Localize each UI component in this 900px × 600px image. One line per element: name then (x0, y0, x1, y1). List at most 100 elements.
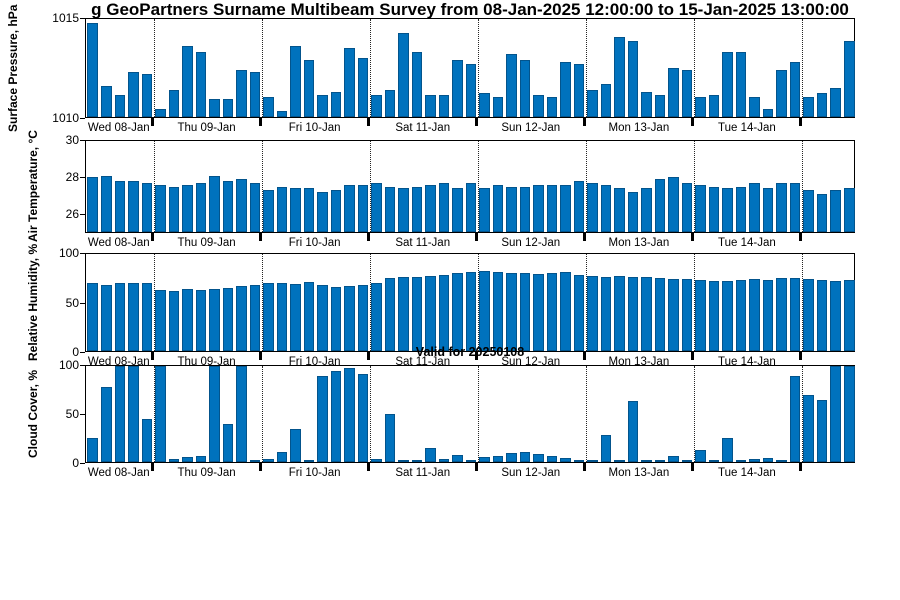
day-gridline (153, 141, 155, 232)
bar-cloud-cover (249, 460, 261, 462)
bar-surface-pressure (735, 52, 747, 117)
day-boundary-tick (475, 233, 479, 241)
day-boundary-tick (151, 233, 155, 241)
bar-relative-humidity (479, 271, 490, 351)
bar-air-temperature (600, 184, 612, 232)
bar-relative-humidity (276, 283, 288, 351)
day-boundary-tick (259, 463, 263, 471)
bar-surface-pressure (654, 95, 666, 117)
bar-air-temperature (843, 188, 855, 232)
bar-surface-pressure (263, 97, 274, 117)
bar-cloud-cover (600, 435, 612, 462)
day-gridline (369, 254, 371, 351)
bar-surface-pressure (209, 99, 220, 117)
day-gridline (693, 254, 695, 351)
bar-cloud-cover (762, 458, 774, 462)
bar-air-temperature (776, 182, 787, 232)
day-gridline (477, 366, 479, 462)
bar-air-temperature (371, 182, 382, 232)
bar-air-temperature (87, 177, 99, 232)
bar-relative-humidity (263, 283, 274, 351)
bar-cloud-cover (722, 438, 733, 462)
ytick-label: 50 (65, 295, 79, 310)
bar-surface-pressure (249, 71, 261, 117)
day-boundary-tick (691, 352, 695, 360)
day-gridline (585, 19, 587, 117)
bar-relative-humidity (722, 281, 733, 351)
xtick-label-day: Thu 09-Jan (177, 122, 236, 134)
bar-surface-pressure (195, 52, 207, 117)
bar-cloud-cover (276, 452, 288, 462)
bar-air-temperature (614, 188, 625, 232)
bar-cloud-cover (668, 456, 679, 462)
ytick-label: 30 (65, 133, 79, 147)
day-boundary-tick (799, 118, 803, 126)
bar-cloud-cover (411, 460, 423, 462)
day-gridline (261, 19, 263, 117)
bar-surface-pressure (141, 73, 153, 117)
bar-cloud-cover (128, 366, 139, 462)
bar-surface-pressure (722, 52, 733, 117)
bar-surface-pressure (344, 48, 355, 117)
bar-air-temperature (182, 184, 193, 232)
bar-relative-humidity (533, 274, 544, 351)
bar-cloud-cover (182, 457, 193, 462)
bar-surface-pressure (843, 40, 855, 117)
bar-relative-humidity (843, 280, 855, 351)
bar-cloud-cover (303, 460, 315, 462)
bar-air-temperature (830, 190, 841, 232)
bar-surface-pressure (641, 91, 652, 117)
ytick-mark (80, 177, 85, 179)
day-gridline (261, 141, 263, 232)
day-boundary-tick (799, 233, 803, 241)
bar-surface-pressure (762, 109, 774, 117)
bar-air-temperature (654, 179, 666, 232)
bar-relative-humidity (195, 289, 207, 351)
bar-air-temperature (222, 181, 234, 232)
bar-surface-pressure (330, 91, 342, 117)
bar-cloud-cover (695, 450, 706, 462)
day-boundary-tick (151, 118, 155, 126)
bar-relative-humidity (236, 286, 247, 351)
bar-cloud-cover (641, 460, 652, 462)
bar-air-temperature (357, 184, 369, 232)
day-boundary-tick (583, 233, 587, 241)
day-gridline (585, 366, 587, 462)
bar-cloud-cover (155, 366, 166, 462)
day-boundary-tick (691, 463, 695, 471)
bar-cloud-cover (749, 459, 760, 462)
day-gridline (477, 19, 479, 117)
bar-relative-humidity (749, 279, 760, 351)
bar-relative-humidity (100, 285, 112, 351)
day-gridline (801, 366, 803, 462)
bar-surface-pressure (614, 36, 625, 117)
xtick-label-day: Wed 08-Jan (87, 237, 150, 249)
bar-relative-humidity (249, 285, 261, 351)
day-gridline (261, 366, 263, 462)
bar-relative-humidity (830, 281, 841, 351)
bar-relative-humidity (128, 283, 139, 351)
bar-air-temperature (465, 182, 477, 232)
bar-cloud-cover (222, 423, 234, 462)
bar-relative-humidity (371, 283, 382, 351)
bar-relative-humidity (303, 282, 315, 351)
xtick-label-day: Sun 12-Jan (501, 467, 561, 479)
bar-relative-humidity (654, 278, 666, 351)
bar-air-temperature (330, 190, 342, 232)
xtick-label-day: Fri 10-Jan (288, 122, 341, 134)
ylabel-air-temperature: Air Temperature, °C (26, 130, 40, 243)
bar-relative-humidity (438, 275, 450, 351)
day-boundary-tick (691, 233, 695, 241)
ytick-label: 0 (72, 345, 79, 359)
bar-relative-humidity (114, 283, 126, 351)
bar-surface-pressure (425, 95, 436, 117)
bar-relative-humidity (776, 278, 787, 351)
bar-cloud-cover (776, 460, 787, 462)
bar-cloud-cover (452, 455, 463, 462)
day-gridline (153, 19, 155, 117)
bar-relative-humidity (492, 272, 504, 351)
bar-relative-humidity (398, 277, 409, 351)
day-gridline (477, 141, 479, 232)
bar-air-temperature (735, 186, 747, 232)
bar-relative-humidity (560, 272, 571, 351)
